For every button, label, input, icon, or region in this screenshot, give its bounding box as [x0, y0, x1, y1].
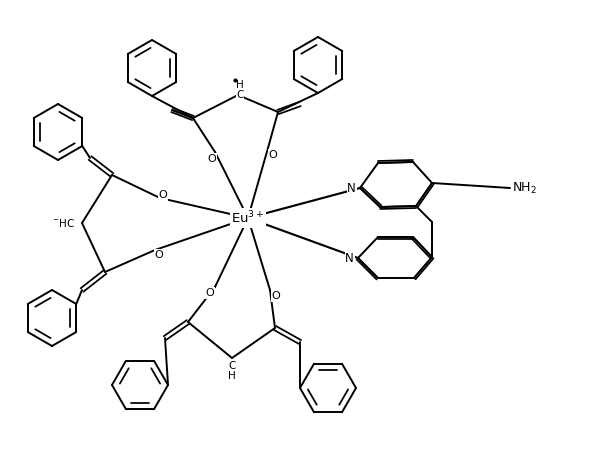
- Text: O: O: [155, 250, 163, 260]
- Text: $^{-}$HC: $^{-}$HC: [53, 217, 76, 229]
- Text: N: N: [345, 252, 354, 265]
- Text: O: O: [159, 190, 168, 200]
- Text: O: O: [208, 154, 216, 164]
- Text: N: N: [348, 181, 356, 194]
- Text: O: O: [272, 291, 281, 301]
- Text: Eu$^{3+}$: Eu$^{3+}$: [231, 210, 265, 226]
- Text: C: C: [236, 90, 244, 100]
- Text: NH$_2$: NH$_2$: [512, 180, 537, 196]
- Text: H: H: [236, 80, 244, 90]
- Text: O: O: [269, 150, 278, 160]
- Text: C: C: [229, 361, 236, 371]
- Text: O: O: [205, 288, 214, 298]
- Text: H: H: [228, 371, 236, 381]
